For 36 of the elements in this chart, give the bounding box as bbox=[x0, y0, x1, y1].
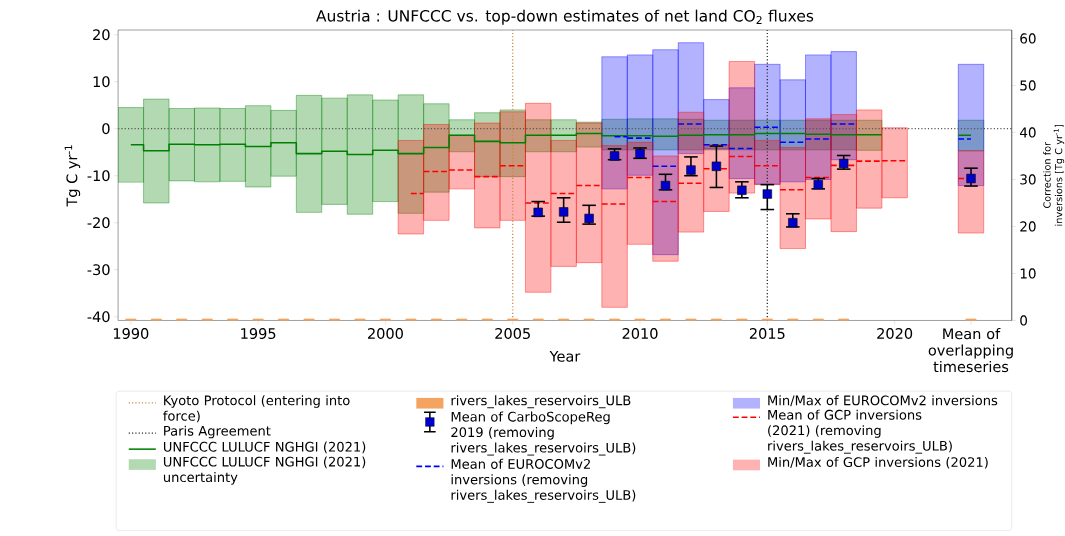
y-tick-label: 10 bbox=[93, 76, 110, 88]
y2-tick-label: 50 bbox=[1020, 80, 1036, 91]
x-tick-label: 2020 bbox=[877, 327, 913, 339]
legend-label: Mean of EUROCOMv2 inversions (removing rivers_lakes_reservoirs_ULB) bbox=[451, 458, 636, 503]
x-tick-label: 2010 bbox=[622, 327, 658, 339]
legend-label: Min/Max of GCP inversions (2021) bbox=[768, 456, 988, 469]
x-axis-title: Year bbox=[549, 350, 581, 362]
legend-label: Kyoto Protocol (entering into force) bbox=[163, 395, 350, 423]
y2-tick-label: 0 bbox=[1020, 315, 1028, 326]
y2-tick-label: 10 bbox=[1020, 268, 1036, 279]
y2-tick-label: 60 bbox=[1020, 33, 1036, 44]
legend-label: UNFCCC LULUCF NGHGI (2021) bbox=[163, 441, 366, 454]
x-tick-label: 1990 bbox=[113, 327, 149, 339]
chart-title: Austria : UNFCCC vs. top-down estimates of net land CO$_{2}$ fluxes bbox=[316, 9, 814, 25]
x-tick-label: 1995 bbox=[241, 327, 276, 339]
legend-label: Min/Max of EUROCOMv2 inversions bbox=[768, 395, 998, 407]
y-axis-title: Tg C yr$^{-1}$ bbox=[64, 145, 81, 207]
y-tick-label: -10 bbox=[87, 170, 110, 182]
x-tick-label: 2015 bbox=[749, 327, 785, 339]
x-tick-label: Mean of overlapping timeseries bbox=[928, 327, 1013, 372]
y-tick-label: -40 bbox=[87, 311, 110, 323]
y2-tick-label: 30 bbox=[1020, 174, 1036, 185]
legend-label: Mean of CarboScopeReg 2019 (removing rivers_lakes_reservoirs_ULB) bbox=[451, 411, 636, 456]
y-tick-label: 20 bbox=[93, 29, 110, 41]
y-tick-label: -30 bbox=[87, 264, 110, 276]
y-tick-label: -20 bbox=[87, 217, 110, 229]
x-tick-label: 2000 bbox=[368, 327, 403, 339]
legend-label: Mean of GCP inversions (2021) (removing rivers_lakes_reservoirs_ULB) bbox=[768, 409, 952, 454]
y-tick-label: 0 bbox=[102, 123, 110, 135]
y2-tick-label: 40 bbox=[1019, 127, 1036, 138]
y2-axis-title: Correction for inversions [Tg C yr$^{-1}$] bbox=[1043, 124, 1065, 226]
x-tick-label: 2005 bbox=[495, 327, 530, 339]
legend-label: rivers_lakes_reservoirs_ULB bbox=[451, 395, 631, 409]
y2-tick-label: 20 bbox=[1020, 221, 1036, 232]
legend-label: UNFCCC LULUCF NGHGI (2021) uncertainty bbox=[163, 456, 366, 485]
legend-label: Paris Agreement bbox=[164, 425, 271, 439]
